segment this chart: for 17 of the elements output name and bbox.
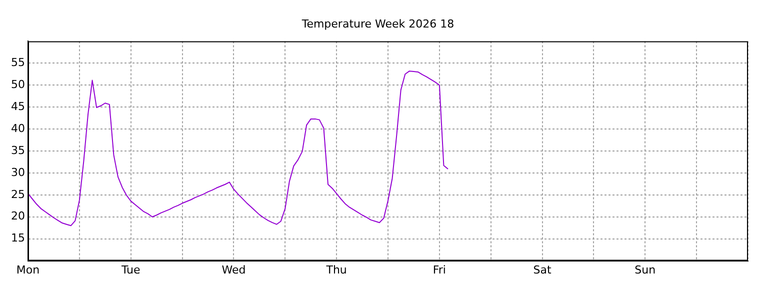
y-tick-label: 55	[10, 56, 25, 70]
y-tick-label: 40	[10, 122, 25, 135]
y-tick-label: 25	[10, 188, 25, 201]
x-tick-label: Thu	[325, 263, 347, 276]
x-tick-label: Mon	[16, 263, 40, 276]
x-tick-label: Fri	[432, 263, 446, 276]
y-tick-label: 15	[10, 232, 25, 245]
y-tick-label: 30	[10, 166, 25, 179]
x-tick-label: Sun	[634, 263, 656, 276]
y-tick-label: 50	[10, 78, 25, 91]
y-tick-label: 35	[10, 144, 25, 157]
y-tick-label: 45	[10, 100, 25, 113]
chart-title: Temperature Week 2026 18	[300, 17, 454, 30]
x-tick-label: Wed	[222, 263, 246, 276]
y-tick-label: 20	[10, 210, 25, 223]
x-tick-label: Sat	[533, 263, 552, 276]
x-tick-label: Tue	[120, 263, 140, 276]
